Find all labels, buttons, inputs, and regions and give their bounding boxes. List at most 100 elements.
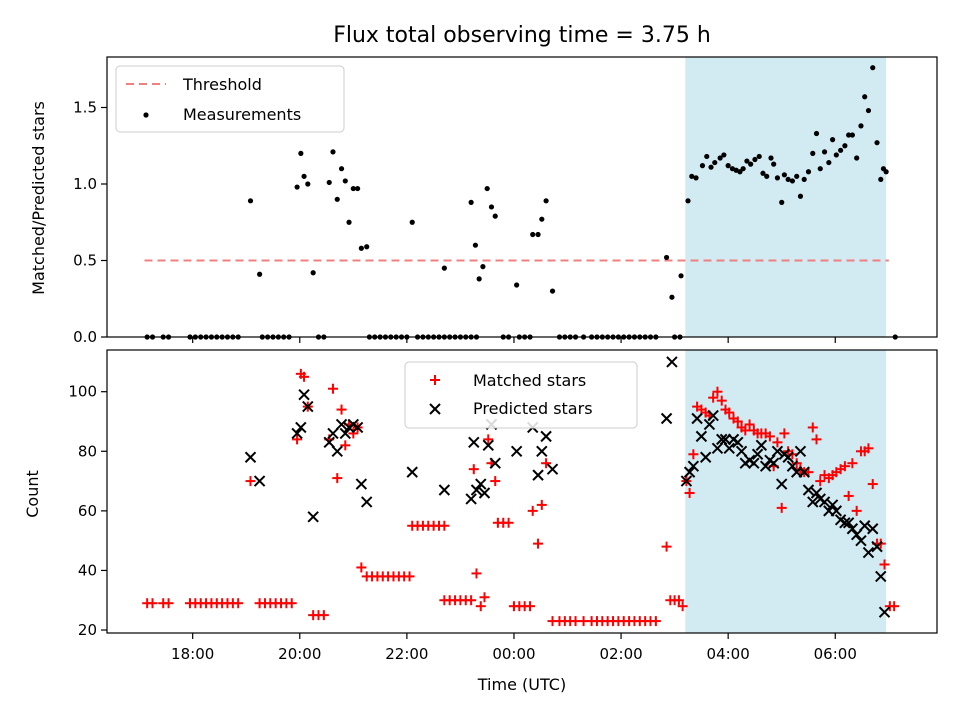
predicted-stars-point: [699, 451, 712, 463]
measurements-point: [326, 179, 332, 186]
x-b: [850, 528, 863, 541]
measurements-point: [699, 163, 706, 169]
x-b: [691, 412, 703, 425]
predicted-stars-point: [295, 421, 307, 434]
matched-stars-point: [536, 499, 547, 510]
predicted-stars-point: [540, 430, 552, 443]
measurements-point: [334, 196, 340, 202]
x-b: [878, 606, 891, 618]
measurements-point: [846, 132, 852, 138]
x-b: [478, 487, 491, 499]
measurements-point: [310, 270, 316, 276]
measurements-point: [774, 175, 781, 181]
x-b: [859, 520, 871, 532]
predicted-stars-point: [244, 451, 257, 463]
predicted-stars-point: [468, 436, 480, 449]
x-b: [438, 484, 451, 496]
x-b: [475, 478, 487, 490]
measurements-point: [484, 185, 490, 192]
measurements-point: [878, 176, 884, 183]
predicted-stars-point: [666, 356, 678, 368]
predicted-stars-point: [871, 540, 883, 553]
x-b: [323, 436, 335, 449]
x-b: [482, 439, 494, 452]
x-b: [732, 436, 744, 449]
matched-stars-point: [716, 395, 727, 406]
predicted-stars-point: [355, 478, 368, 490]
x-b: [830, 505, 843, 517]
x-b: [546, 463, 559, 475]
measurements-point: [530, 231, 536, 238]
measurements-point: [842, 143, 848, 149]
x-b: [406, 466, 418, 478]
measurements-point: [480, 264, 486, 270]
matched-stars-point: [340, 440, 351, 451]
legend-predicted-label: Predicted stars: [473, 399, 593, 418]
xtick-label: 02:00: [599, 645, 642, 663]
measurements-point: [685, 198, 691, 204]
measurements-point: [764, 173, 770, 179]
x-b: [339, 427, 351, 440]
top-shaded-span: [685, 57, 887, 337]
xtick-label: 22:00: [385, 645, 428, 663]
predicted-stars-point: [351, 421, 364, 434]
measurements-point: [409, 219, 415, 225]
x-b: [687, 460, 700, 472]
measurements-point: [330, 149, 336, 155]
matched-stars-point: [712, 386, 723, 397]
predicted-stars-point: [782, 451, 794, 463]
predicted-stars-point: [842, 517, 855, 529]
predicted-stars-point: [711, 442, 724, 455]
matched-stars-point: [245, 476, 256, 487]
predicted-stars-point: [291, 427, 303, 440]
x-b: [707, 409, 719, 422]
predicted-stars-point: [478, 487, 491, 499]
measurements-point: [678, 273, 684, 279]
top-legend: Threshold Measurements: [115, 65, 345, 133]
x-b: [723, 442, 735, 455]
matched-stars-point: [776, 502, 787, 513]
top-panel: 0.0 0.5 1.0 1.5 Threshold Measurements: [73, 56, 938, 346]
predicted-stars-point: [735, 445, 748, 457]
measurements-point: [771, 161, 777, 167]
matched-stars-point: [815, 476, 826, 487]
predicted-stars-point: [532, 469, 544, 481]
measurements-point: [760, 170, 766, 176]
predicted-stars-point: [862, 546, 875, 559]
x-b: [331, 445, 343, 457]
matched-stars-point: [286, 598, 297, 609]
x-b: [771, 445, 784, 457]
measurements-point: [768, 155, 774, 161]
measurements-point: [539, 216, 545, 222]
predicted-stars-point: [335, 418, 348, 431]
measurements-point: [441, 265, 447, 271]
matched-stars-point: [889, 601, 900, 612]
matched-stars-point: [677, 601, 688, 612]
matched-stars-point: [732, 416, 743, 427]
bottom-ylabel: Count: [23, 470, 42, 518]
x-b: [782, 451, 794, 463]
x-b: [711, 442, 724, 455]
matched-stars-point: [336, 404, 347, 415]
matched-stars-point: [684, 487, 695, 498]
x-b: [335, 418, 348, 431]
x-b: [361, 496, 373, 508]
matched-stars-point: [479, 592, 490, 603]
measurements-point: [338, 166, 345, 172]
bottom-ytick-label: 60: [78, 502, 97, 520]
matched-stars-point: [772, 437, 783, 448]
x-b: [540, 430, 552, 443]
measurements-point: [817, 166, 823, 172]
legend-box: [115, 65, 345, 133]
measurements-point: [805, 169, 812, 175]
x-b: [351, 421, 364, 434]
measurements-point: [789, 178, 796, 184]
predicted-stars-point: [830, 505, 843, 517]
measurements-point: [669, 294, 675, 300]
matched-stars-point: [404, 571, 415, 582]
x-b: [818, 496, 831, 508]
measurements-point: [813, 130, 820, 137]
x-b: [875, 570, 887, 583]
measurements-point: [492, 213, 498, 219]
